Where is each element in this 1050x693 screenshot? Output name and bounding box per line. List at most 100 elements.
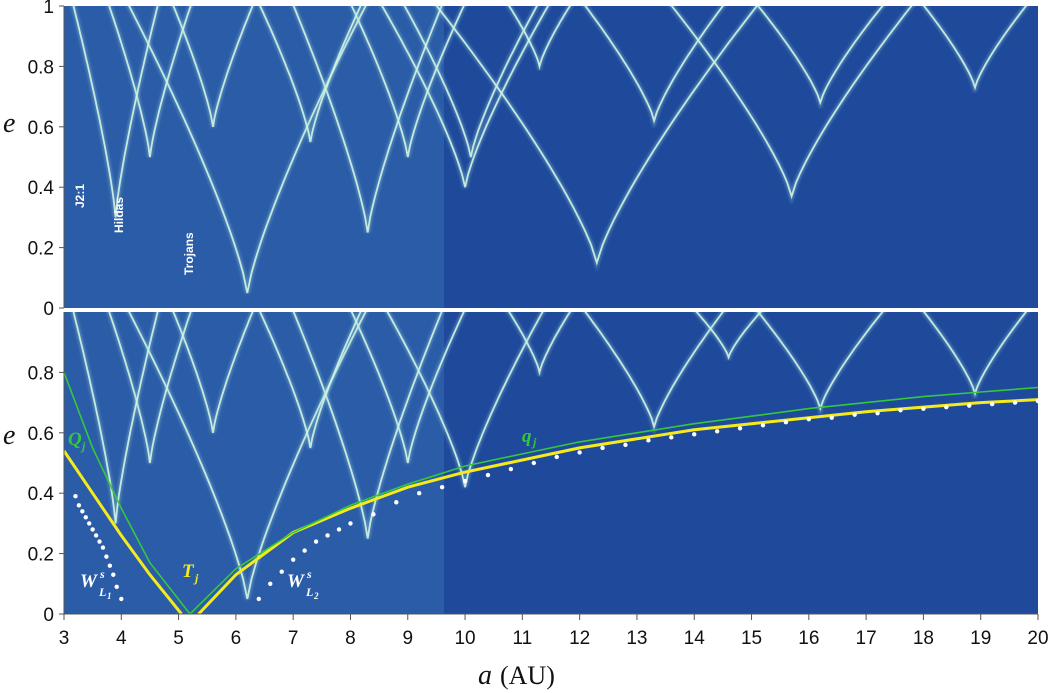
manifold-point-L2 — [852, 412, 857, 417]
resonance-arch — [292, 6, 443, 233]
x-tick-label: 20 — [1027, 628, 1048, 649]
resonance-arch — [584, 6, 724, 124]
svg-text:Q: Q — [68, 429, 82, 450]
manifold-point-L2 — [577, 450, 582, 455]
resonance-arch — [695, 312, 762, 360]
x-tick-label: 6 — [231, 628, 242, 649]
resonance-arch — [508, 312, 571, 376]
resonance-arch — [350, 6, 465, 158]
svg-text:T: T — [182, 561, 195, 582]
manifold-point-L2 — [439, 484, 445, 490]
x-tick-label: 9 — [402, 628, 413, 649]
annotation-j21: J2:1 — [73, 184, 87, 208]
manifold-point-L1 — [76, 503, 82, 508]
bottom-panel-bg — [64, 312, 1038, 614]
svg-text:q: q — [522, 426, 532, 447]
resonance-arch — [259, 6, 362, 143]
y-axis-label-top: e — [3, 108, 15, 139]
curve-qj — [189, 386, 1038, 614]
x-tick-label: 4 — [116, 628, 127, 649]
manifold-point-L2 — [1012, 400, 1018, 405]
resonance-arch — [435, 6, 759, 266]
x-tick-label: 3 — [59, 628, 70, 649]
manifold-point-L2 — [1035, 398, 1038, 404]
manifold-point-L2 — [989, 401, 995, 407]
y-tick-label: 0 — [43, 605, 54, 626]
curve-Tj — [64, 450, 183, 614]
manifold-point-L1 — [90, 527, 95, 532]
x-tick-label: 17 — [856, 628, 877, 649]
manifold-point-L1 — [83, 515, 88, 520]
manifold-point-L2 — [531, 460, 537, 466]
manifold-point-L1 — [107, 563, 113, 568]
manifold-point-L1 — [73, 494, 78, 499]
manifold-point-L1 — [97, 539, 102, 544]
manifold-point-L1 — [80, 509, 85, 514]
svg-text:j: j — [531, 435, 537, 449]
manifold-point-L2 — [336, 527, 342, 532]
manifold-point-L2 — [279, 569, 284, 574]
svg-text:j: j — [80, 439, 86, 453]
manifold-point-L1 — [104, 554, 109, 559]
manifold-point-L2 — [256, 596, 261, 602]
bottom-curves — [64, 372, 1038, 614]
manifold-point-L2 — [921, 406, 926, 411]
annotation-trojans: Trojans — [182, 232, 196, 275]
manifold-point-L2 — [760, 423, 766, 428]
y-tick-label: 0.4 — [28, 484, 55, 505]
svg-text:1: 1 — [107, 591, 112, 601]
label-Tj: T j — [182, 561, 199, 585]
resonance-arch — [386, 312, 544, 488]
svg-text:L: L — [98, 585, 106, 599]
label-qj: q j — [522, 426, 537, 449]
resonance-arch — [72, 6, 159, 218]
svg-text:L: L — [305, 585, 313, 599]
manifold-point-L2 — [737, 426, 743, 431]
manifold-point-L2 — [325, 533, 330, 538]
x-tick-label: 12 — [569, 628, 590, 649]
y-tick-label: 0 — [43, 299, 54, 320]
resonance-arch — [292, 312, 443, 539]
x-tick-label: 16 — [798, 628, 819, 649]
manifold-point-L2 — [646, 438, 651, 443]
resonance-arch — [670, 6, 913, 200]
svg-text:W: W — [287, 571, 305, 592]
manifold-point-L2 — [417, 491, 422, 496]
manifold-point-L2 — [371, 512, 376, 517]
resonance-arch — [72, 312, 159, 524]
manifold-point-L1 — [119, 596, 124, 602]
y-tick-label: 0.6 — [28, 118, 54, 139]
resonance-arch — [922, 6, 1028, 91]
manifold-point-L2 — [313, 539, 319, 544]
manifold-point-L2 — [783, 420, 789, 425]
resonance-arch — [403, 6, 538, 158]
y-axis-label-bottom: e — [3, 420, 15, 451]
manifold-point-L2 — [485, 472, 491, 478]
x-tick-label: 10 — [454, 628, 475, 649]
x-axis-label: a (AU) — [478, 660, 555, 691]
resonance-arch — [756, 6, 884, 106]
manifold-point-L2 — [394, 500, 399, 505]
manifold-point-L2 — [829, 415, 834, 420]
manifold-point-L2 — [806, 417, 812, 422]
manifold-point-L2 — [623, 442, 628, 448]
x-tick-label: 11 — [512, 628, 532, 649]
svg-text:s: s — [99, 567, 105, 581]
y-tick-label: 0.4 — [28, 178, 55, 199]
manifold-point-L2 — [600, 445, 605, 451]
manifold-point-L2 — [967, 403, 972, 408]
manifold-point-L2 — [348, 521, 353, 526]
y-tick-label: 0.2 — [28, 239, 54, 260]
resonance-arch — [756, 312, 884, 412]
manifold-point-L1 — [93, 533, 99, 538]
manifold-point-L1 — [114, 584, 119, 590]
resonance-arch — [381, 6, 550, 188]
manifold-point-L2 — [898, 407, 903, 413]
manifold-point-L2 — [508, 466, 514, 472]
x-tick-label: 14 — [684, 628, 706, 649]
label-WL2: W s L 2 — [287, 567, 319, 601]
svg-text:a: a — [478, 660, 492, 691]
top-resonance-structures — [70, 6, 1030, 294]
bottom-resonance-structures — [70, 312, 1030, 600]
